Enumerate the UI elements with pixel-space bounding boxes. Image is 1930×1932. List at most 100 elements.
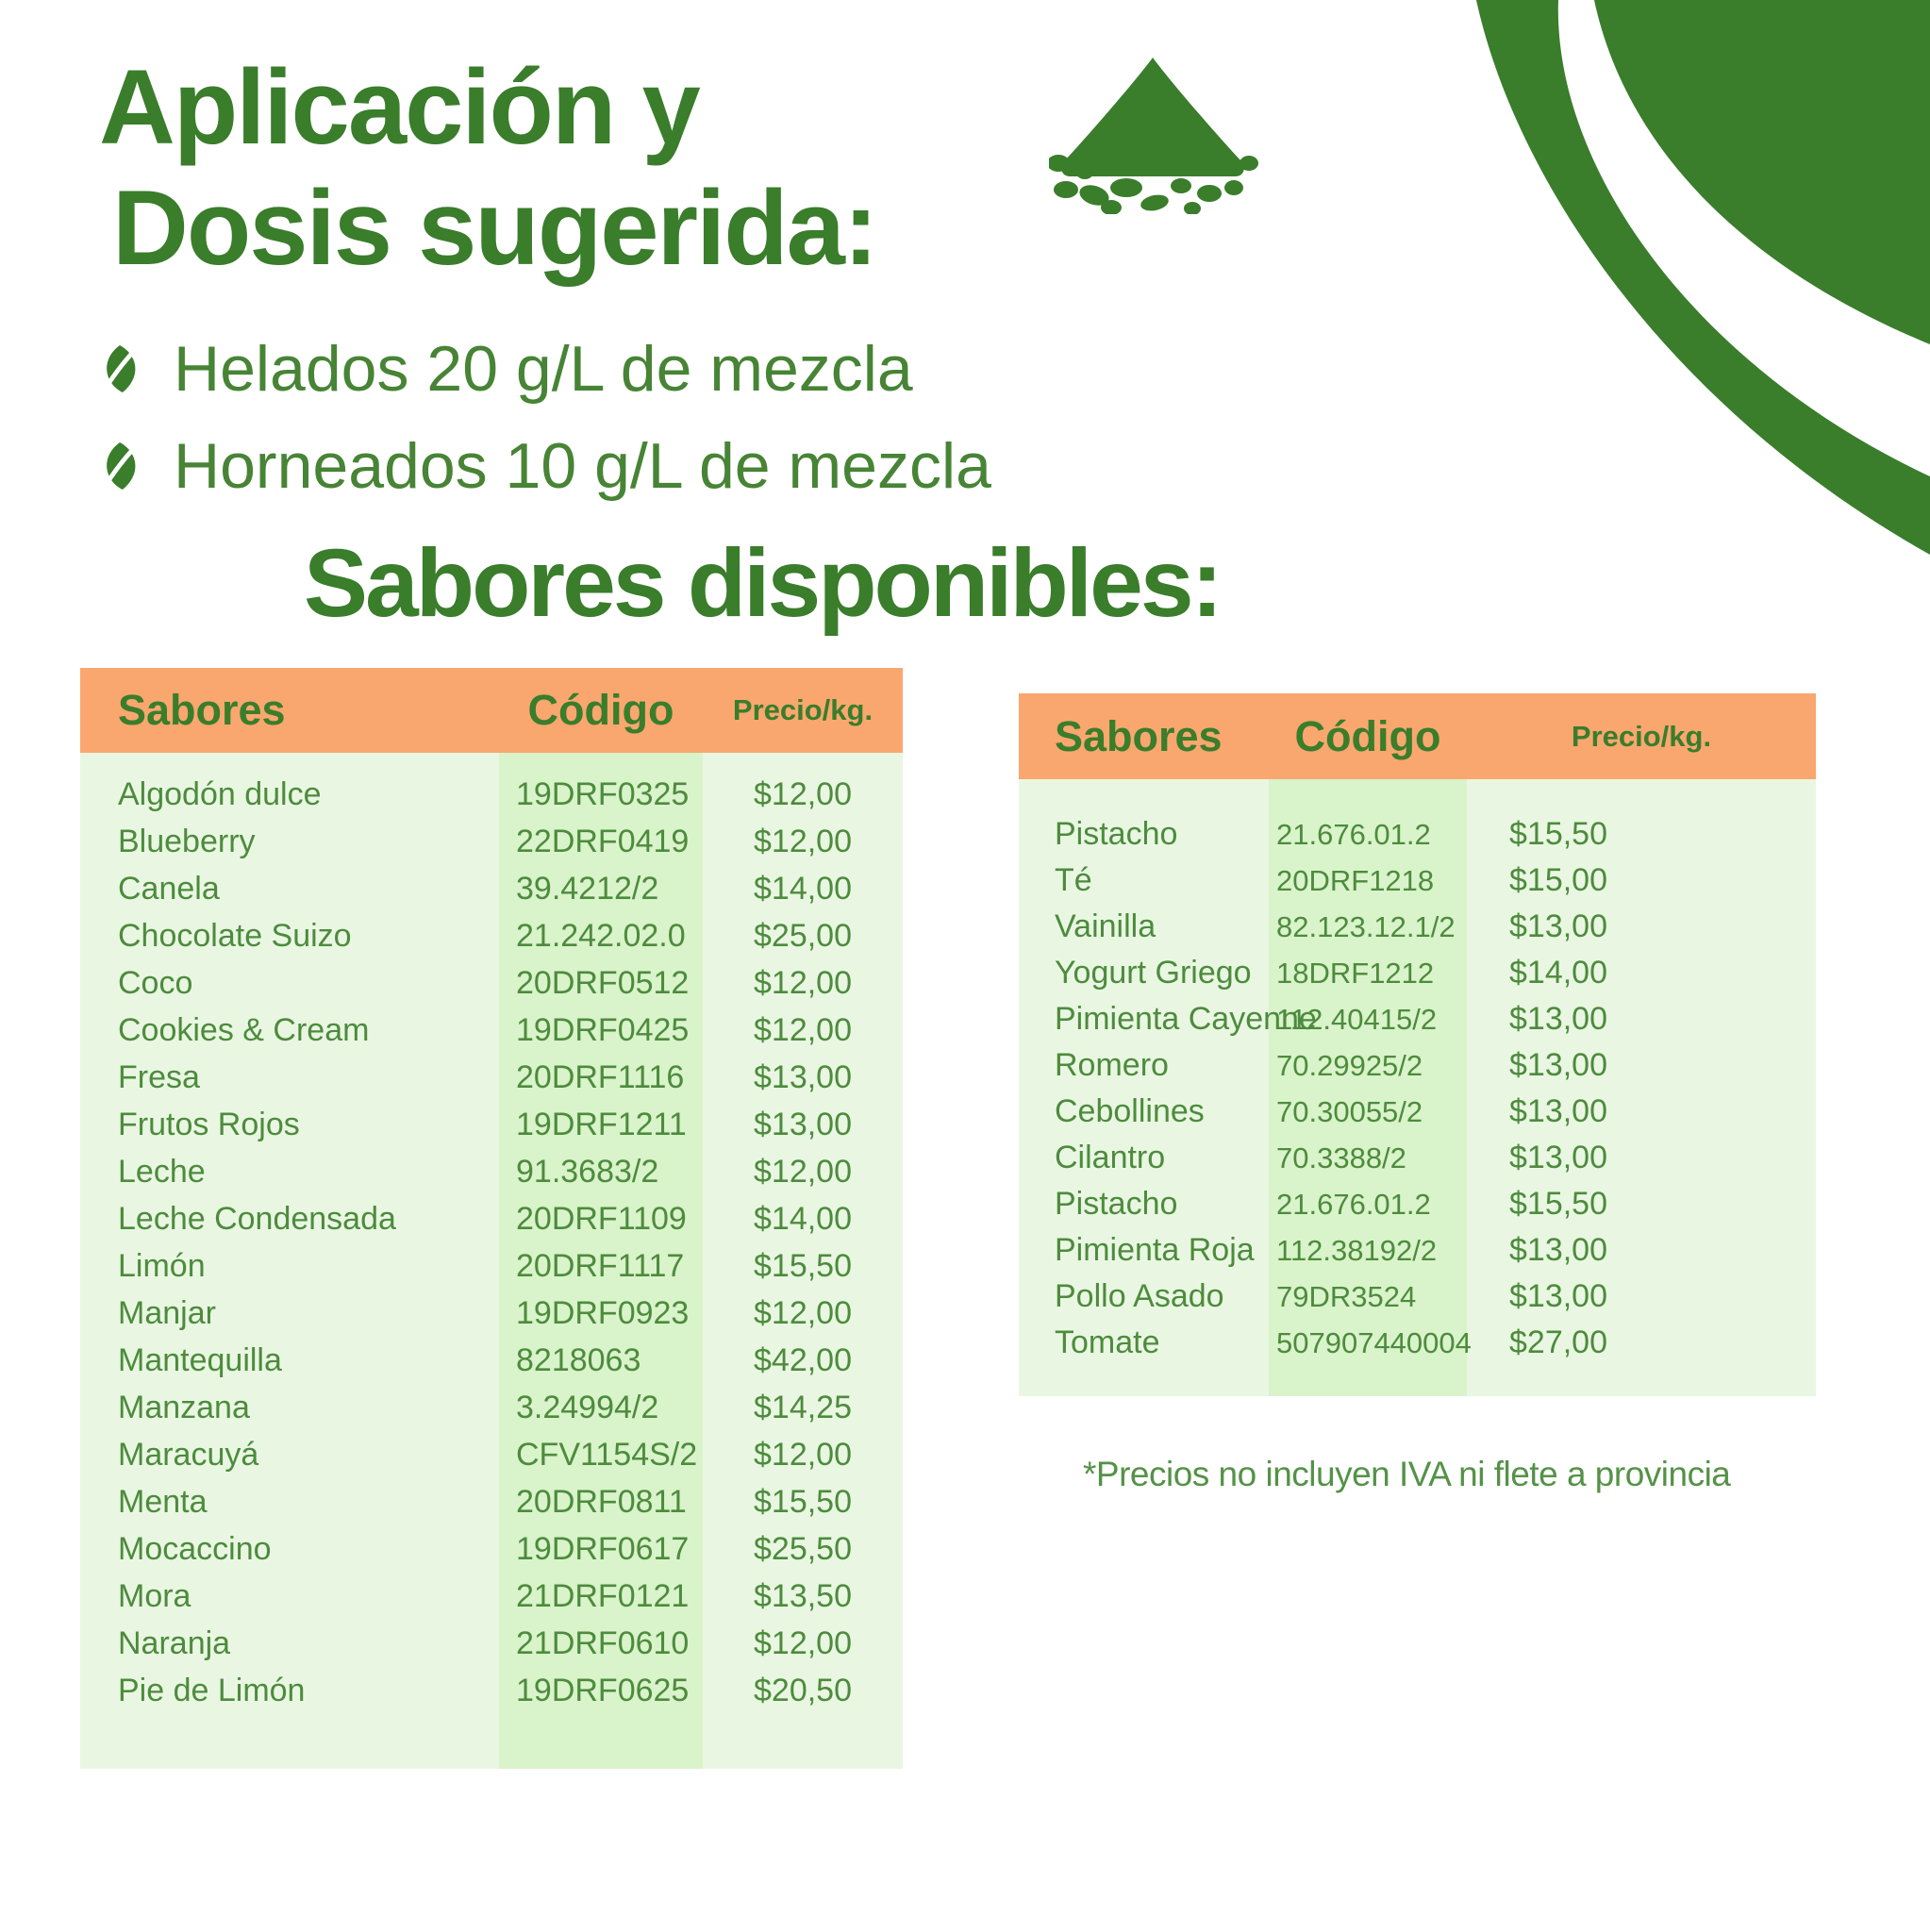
price-cell: $25,00	[754, 917, 852, 954]
code-cell: 19DRF0617	[516, 1530, 690, 1567]
code-cell: 21DRF0610	[516, 1624, 690, 1661]
flavor-cell: Cilantro	[1055, 1140, 1166, 1175]
column-header-sabores: Sabores	[1055, 711, 1223, 760]
table-row: Pimienta Cayenne 112.40415/2 $13,00	[1019, 996, 1816, 1042]
flavor-cell: Pimienta Roja	[1055, 1232, 1255, 1268]
table-row: Cebollines 70.30055/2 $13,00	[1019, 1089, 1816, 1135]
price-cell: $13,00	[1509, 1093, 1607, 1129]
flavor-cell: Pollo Asado	[1055, 1278, 1224, 1314]
code-cell: 19DRF0325	[516, 775, 690, 812]
price-cell: $14,00	[754, 870, 852, 907]
title-line-1: Aplicación y	[99, 48, 701, 166]
table-row: Mantequilla 8218063 $42,00	[80, 1337, 903, 1384]
leaf-icon	[106, 442, 136, 490]
flavor-cell: Romero	[1055, 1047, 1169, 1083]
table-row: Limón 20DRF1117 $15,50	[80, 1242, 903, 1290]
table-row: Cookies & Cream 19DRF0425 $12,00	[80, 1007, 903, 1054]
price-cell: $13,00	[754, 1058, 852, 1095]
price-cell: $14,00	[754, 1200, 852, 1237]
flavor-cell: Maracuyá	[118, 1436, 259, 1473]
price-cell: $12,00	[754, 1011, 852, 1048]
table-row: Tomate 507907440004 $27,00	[1019, 1320, 1816, 1366]
code-cell: 21DRF0121	[516, 1577, 690, 1614]
table-row: Blueberry 22DRF0419 $12,00	[80, 818, 903, 865]
price-cell: $15,00	[1509, 862, 1607, 898]
table-row: Cilantro 70.3388/2 $13,00	[1019, 1135, 1816, 1181]
table-row: Vainilla 82.123.12.1/2 $13,00	[1019, 904, 1816, 950]
price-cell: $13,00	[1509, 1001, 1607, 1037]
corner-swoosh-graphic	[1476, 0, 1930, 555]
table-row: Canela 39.4212/2 $14,00	[80, 865, 903, 912]
price-cell: $15,50	[1509, 1186, 1607, 1222]
powder-pile-icon	[1049, 58, 1258, 214]
code-cell: 20DRF0512	[516, 964, 690, 1001]
table-row: Algodón dulce 19DRF0325 $12,00	[80, 771, 903, 818]
price-cell: $27,00	[1509, 1324, 1607, 1360]
price-cell: $13,00	[1509, 1232, 1607, 1268]
flavor-cell: Mocaccino	[118, 1530, 272, 1567]
flavor-cell: Leche Condensada	[118, 1200, 396, 1237]
column-header-codigo: Código	[527, 686, 674, 734]
table-row: Naranja 21DRF0610 $12,00	[80, 1620, 903, 1667]
price-cell: $13,00	[1509, 908, 1607, 944]
price-cell: $42,00	[754, 1341, 852, 1378]
code-cell: 70.3388/2	[1276, 1141, 1406, 1174]
table-row: Yogurt Griego 18DRF1212 $14,00	[1019, 950, 1816, 996]
flavors-table-left: Sabores Código Precio/kg. Algodón dulce 1…	[80, 668, 903, 1769]
flavor-cell: Limón	[118, 1247, 206, 1284]
price-disclaimer: *Precios no incluyen IVA ni flete a prov…	[1083, 1455, 1731, 1493]
price-cell: $15,50	[754, 1483, 852, 1520]
code-cell: 20DRF1109	[516, 1200, 687, 1237]
flavor-cell: Té	[1055, 862, 1092, 898]
flavor-cell: Cookies & Cream	[118, 1011, 370, 1048]
code-cell: 20DRF0811	[516, 1483, 687, 1520]
table-row: Coco 20DRF0512 $12,00	[80, 959, 903, 1007]
table-row: Manjar 19DRF0923 $12,00	[80, 1290, 903, 1337]
column-header-codigo: Código	[1294, 711, 1441, 760]
price-cell: $12,00	[754, 823, 852, 859]
bullet-label: Helados 20 g/L de mezcla	[174, 333, 913, 405]
price-cell: $12,00	[754, 964, 852, 1001]
flavor-cell: Tomate	[1055, 1324, 1160, 1360]
code-cell: 112.38192/2	[1276, 1233, 1438, 1267]
flavor-cell: Frutos Rojos	[118, 1106, 300, 1142]
flavor-cell: Cebollines	[1055, 1093, 1205, 1129]
flavor-cell: Blueberry	[118, 823, 256, 859]
code-cell: 21.676.01.2	[1276, 817, 1431, 851]
price-cell: $12,00	[754, 1153, 852, 1190]
code-cell: 91.3683/2	[516, 1153, 659, 1190]
table-row: Pimienta Roja 112.38192/2 $13,00	[1019, 1227, 1816, 1274]
table-row: Fresa 20DRF1116 $13,00	[80, 1054, 903, 1101]
price-cell: $12,00	[754, 1624, 852, 1661]
flavor-cell: Pie de Limón	[118, 1672, 306, 1708]
table-row: Chocolate Suizo 21.242.02.0 $25,00	[80, 912, 903, 959]
flavor-cell: Pistacho	[1055, 1186, 1178, 1222]
code-cell: 21.242.02.0	[516, 917, 686, 954]
code-cell: 82.123.12.1/2	[1276, 909, 1456, 943]
column-header-sabores: Sabores	[118, 686, 286, 734]
code-cell: 19DRF0625	[516, 1672, 690, 1708]
flavor-cell: Manzana	[118, 1389, 250, 1425]
code-cell: 20DRF1117	[516, 1247, 685, 1284]
flavor-cell: Canela	[118, 870, 220, 907]
code-cell: 19DRF0923	[516, 1294, 690, 1331]
code-cell: 70.29925/2	[1276, 1048, 1423, 1082]
code-cell: 507907440004	[1276, 1325, 1472, 1359]
table-row: Romero 70.29925/2 $13,00	[1019, 1042, 1816, 1089]
code-cell: 39.4212/2	[516, 870, 659, 907]
table-row: Pollo Asado 79DR3524 $13,00	[1019, 1274, 1816, 1320]
code-cell: 19DRF0425	[516, 1011, 690, 1048]
flavors-table-right: Sabores Código Precio/kg. Pistacho 21.676…	[1019, 693, 1816, 1396]
flavor-cell: Mantequilla	[118, 1341, 282, 1378]
code-cell: 70.30055/2	[1276, 1094, 1423, 1128]
bullet-label: Horneados 10 g/L de mezcla	[174, 430, 991, 502]
page-title: Aplicación y Dosis sugerida:	[99, 47, 878, 289]
table-row: Menta 20DRF0811 $15,50	[80, 1478, 903, 1525]
code-cell: 20DRF1116	[516, 1058, 685, 1095]
code-cell: 18DRF1212	[1276, 956, 1435, 990]
table-row: Mora 21DRF0121 $13,50	[80, 1573, 903, 1620]
price-cell: $13,00	[1509, 1278, 1607, 1314]
table-row: Té 20DRF1218 $15,00	[1019, 858, 1816, 904]
leaf-icon	[106, 345, 136, 392]
